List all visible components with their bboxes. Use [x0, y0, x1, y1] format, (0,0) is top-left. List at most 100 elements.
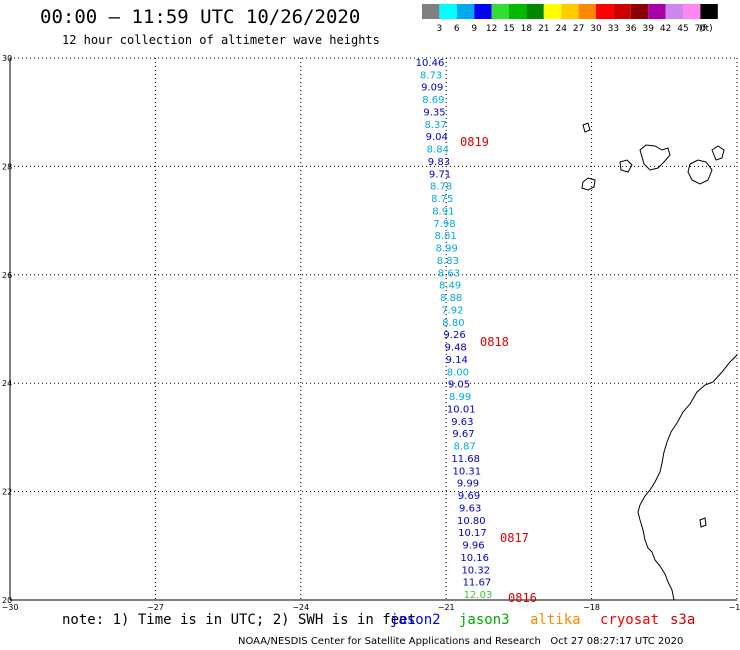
swh-value: 10.32	[461, 565, 490, 576]
legend-swatch	[648, 4, 666, 19]
swh-value: 9.35	[423, 107, 445, 118]
time-marks: 0819 0818 0817 0816	[460, 135, 537, 605]
time-mark: 0818	[480, 335, 509, 349]
swh-value: 8.75	[431, 194, 453, 205]
swh-value: 9.71	[429, 169, 451, 180]
legend-label: 18	[521, 24, 533, 34]
swh-value: 9.83	[428, 157, 450, 168]
swh-value: 10.17	[458, 528, 487, 539]
lat-label: 30	[2, 54, 12, 63]
sat-name: altika	[530, 612, 581, 628]
swh-value: 8.37	[424, 120, 446, 131]
legend-swatch	[422, 4, 440, 19]
legend-swatch	[578, 4, 596, 19]
coastline-africa	[637, 354, 738, 601]
legend-label: 24	[555, 24, 567, 34]
swh-value: 9.26	[443, 330, 465, 341]
coastline-island	[619, 159, 633, 173]
legend-swatch	[474, 4, 492, 19]
legend-swatch	[543, 4, 562, 19]
legend-label: 30	[590, 24, 602, 34]
swh-value: 9.63	[451, 417, 473, 428]
swh-value: 8.81	[434, 231, 456, 242]
legend-swatch	[509, 4, 527, 19]
lon-label: −18	[583, 603, 600, 612]
legend-swatch	[613, 4, 631, 19]
lat-label: 20	[2, 596, 12, 605]
map-grid	[9, 57, 738, 601]
lat-label: 26	[2, 271, 12, 280]
coastline-island	[582, 122, 591, 133]
legend-label: 39	[642, 24, 654, 34]
credit-line: NOAA/NESDIS Center for Satellite Applica…	[238, 636, 683, 647]
swh-value: 10.01	[447, 404, 476, 415]
swh-value: 8.99	[436, 244, 458, 255]
swh-value: 8.84	[427, 145, 449, 156]
legend-swatch	[665, 4, 683, 19]
swh-value: 9.04	[426, 132, 448, 143]
swh-value: 9.63	[459, 503, 481, 514]
legend-label: 36	[625, 24, 637, 34]
sat-legend-jason2: jason2	[390, 612, 441, 628]
swh-value: 9.48	[445, 343, 467, 354]
coastline-island	[711, 145, 725, 161]
lat-label: 28	[2, 162, 12, 171]
swh-value: 7.92	[441, 305, 463, 316]
legend-label: 45	[677, 24, 688, 34]
coastline-island	[581, 177, 596, 191]
map-title: 00:00 – 11:59 UTC 10/26/2020	[40, 6, 361, 28]
swh-value: 8.78	[430, 182, 452, 193]
legend-label: 42	[660, 24, 671, 34]
legend-swatch	[456, 4, 475, 19]
legend-unit: (ft)	[699, 24, 713, 34]
swh-value: 8.00	[447, 367, 469, 378]
legend-label: 6	[454, 24, 460, 34]
credit-org: NOAA/NESDIS Center for Satellite Applica…	[238, 636, 541, 647]
swh-value: 10.46	[416, 58, 445, 69]
legend-label: 12	[486, 24, 497, 34]
lon-label: −21	[438, 603, 455, 612]
swh-value: 8.91	[432, 206, 454, 217]
lon-label: −27	[147, 603, 164, 612]
swh-value: 9.69	[458, 491, 480, 502]
legend-label: 27	[573, 24, 584, 34]
coastline-island	[699, 517, 707, 528]
swh-value: 9.09	[421, 83, 443, 94]
altimeter-track: 10.468.73 9.098.699.35 8.379.04 8.849.839.7…	[416, 58, 493, 601]
swh-value: 8.88	[440, 293, 462, 304]
legend-swatch	[630, 4, 649, 19]
legend-swatch	[561, 4, 579, 19]
legend-swatch	[439, 4, 457, 19]
sat-name: s3a	[670, 612, 696, 628]
lat-label: 24	[2, 379, 12, 388]
swh-value: 9.14	[446, 355, 468, 366]
swh-value: 8.73	[420, 70, 442, 81]
coastline-island	[687, 159, 713, 185]
legend-swatch	[491, 4, 509, 19]
swh-value: 8.49	[439, 281, 461, 292]
legend-swatch	[683, 4, 701, 19]
swh-value: 9.67	[452, 429, 474, 440]
lat-label: 22	[2, 488, 12, 497]
swh-value: 8.69	[422, 95, 444, 106]
wave-height-map: 30 28 26 24 22 20−30 −27 −24 −21 −18 −15 10.468.73…	[2, 54, 740, 612]
swh-value: 8.87	[453, 442, 475, 453]
swh-value: 8.83	[437, 256, 459, 267]
map-subtitle: 12 hour collection of altimeter wave hei…	[62, 33, 380, 47]
legend-label: 3	[437, 24, 443, 34]
sat-name: cryosat	[600, 612, 660, 628]
swh-value: 8.63	[438, 268, 460, 279]
color-scale-legend: 3 6 9 12 15 18 21 24 27 30 33 36 39 42 45 70(ft)	[422, 4, 718, 34]
swh-value: 8.99	[449, 392, 471, 403]
swh-value: 12.03	[464, 590, 493, 601]
legend-label: 33	[608, 24, 619, 34]
swh-value: 10.80	[457, 516, 486, 527]
legend-swatch	[700, 4, 718, 19]
footer-note: note: 1) Time is in UTC; 2) SWH is in fe…	[62, 612, 417, 628]
time-mark: 0819	[460, 135, 489, 149]
swh-value: 9.05	[448, 380, 470, 391]
legend-label: 9	[471, 24, 477, 34]
sat-legend-jason3: jason3	[459, 612, 510, 628]
swh-value: 8.80	[442, 318, 464, 329]
legend-label: 15	[503, 24, 514, 34]
